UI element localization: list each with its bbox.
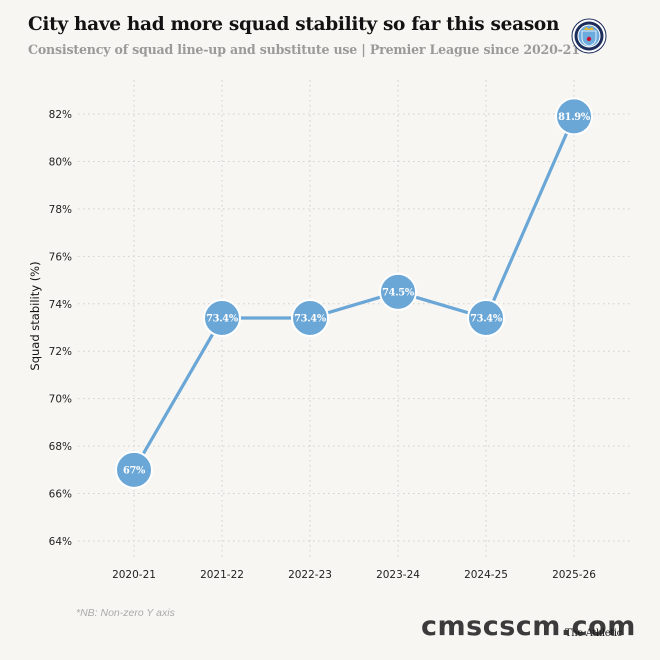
series-line [132, 114, 576, 472]
x-tick-label: 2022-23 [288, 569, 332, 581]
x-tick-label: 2025-26 [552, 569, 596, 581]
brand-logo: The Athletic [565, 628, 622, 639]
x-tick-label: 2020-21 [112, 569, 156, 581]
x-tick-labels: 2020-21 2021-22 2022-23 2023-24 2024-25 2025-… [112, 569, 596, 581]
data-marker [379, 272, 417, 311]
data-marker [467, 299, 505, 338]
footnote: *NB: Non-zero Y axis [76, 607, 175, 619]
y-tick-label: 74% [49, 299, 72, 311]
data-label: 81.9% [558, 112, 591, 123]
data-label: 73.4% [206, 314, 239, 325]
y-tick-label: 78% [49, 204, 72, 216]
data-point: 73.4% [203, 299, 241, 338]
data-point: 73.4% [467, 299, 505, 338]
y-tick-label: 72% [49, 346, 72, 358]
data-marker [203, 299, 241, 338]
y-tick-label: 82% [49, 109, 72, 121]
data-markers: 67% 73.4% 73.4% 74.5% 73.4% 81.9% [115, 97, 593, 489]
watermark: cmscscm.com [421, 611, 636, 642]
data-marker [291, 299, 329, 338]
manchester-city-crest-icon [571, 18, 607, 54]
y-tick-label: 70% [49, 394, 72, 406]
data-label: 74.5% [382, 288, 415, 299]
y-tick-label: 76% [49, 251, 72, 263]
y-tick-label: 80% [49, 156, 72, 168]
y-tick-labels: 64% 66% 68% 70% 72% 74% 76% 78% 80% 82% [49, 109, 72, 548]
y-tick-label: 64% [49, 536, 72, 548]
y-tick-label: 66% [49, 489, 72, 501]
data-label: 73.4% [294, 314, 327, 325]
x-gridlines [133, 80, 575, 558]
y-tick-label: 68% [49, 441, 72, 453]
chart-title: City have had more squad stability so fa… [28, 14, 560, 35]
y-axis-title: Squad stability (%) [28, 261, 42, 370]
data-label: 73.4% [470, 314, 503, 325]
data-point: 67% [115, 450, 153, 489]
data-point: 74.5% [379, 272, 417, 311]
x-tick-label: 2023-24 [376, 569, 420, 581]
data-point: 81.9% [555, 97, 593, 136]
x-tick-label: 2021-22 [200, 569, 244, 581]
chart-subtitle: Consistency of squad line-up and substit… [28, 42, 580, 57]
data-marker [115, 450, 153, 489]
data-point: 73.4% [291, 299, 329, 338]
x-tick-label: 2024-25 [464, 569, 508, 581]
data-marker [555, 97, 593, 136]
data-label: 67% [123, 465, 146, 476]
